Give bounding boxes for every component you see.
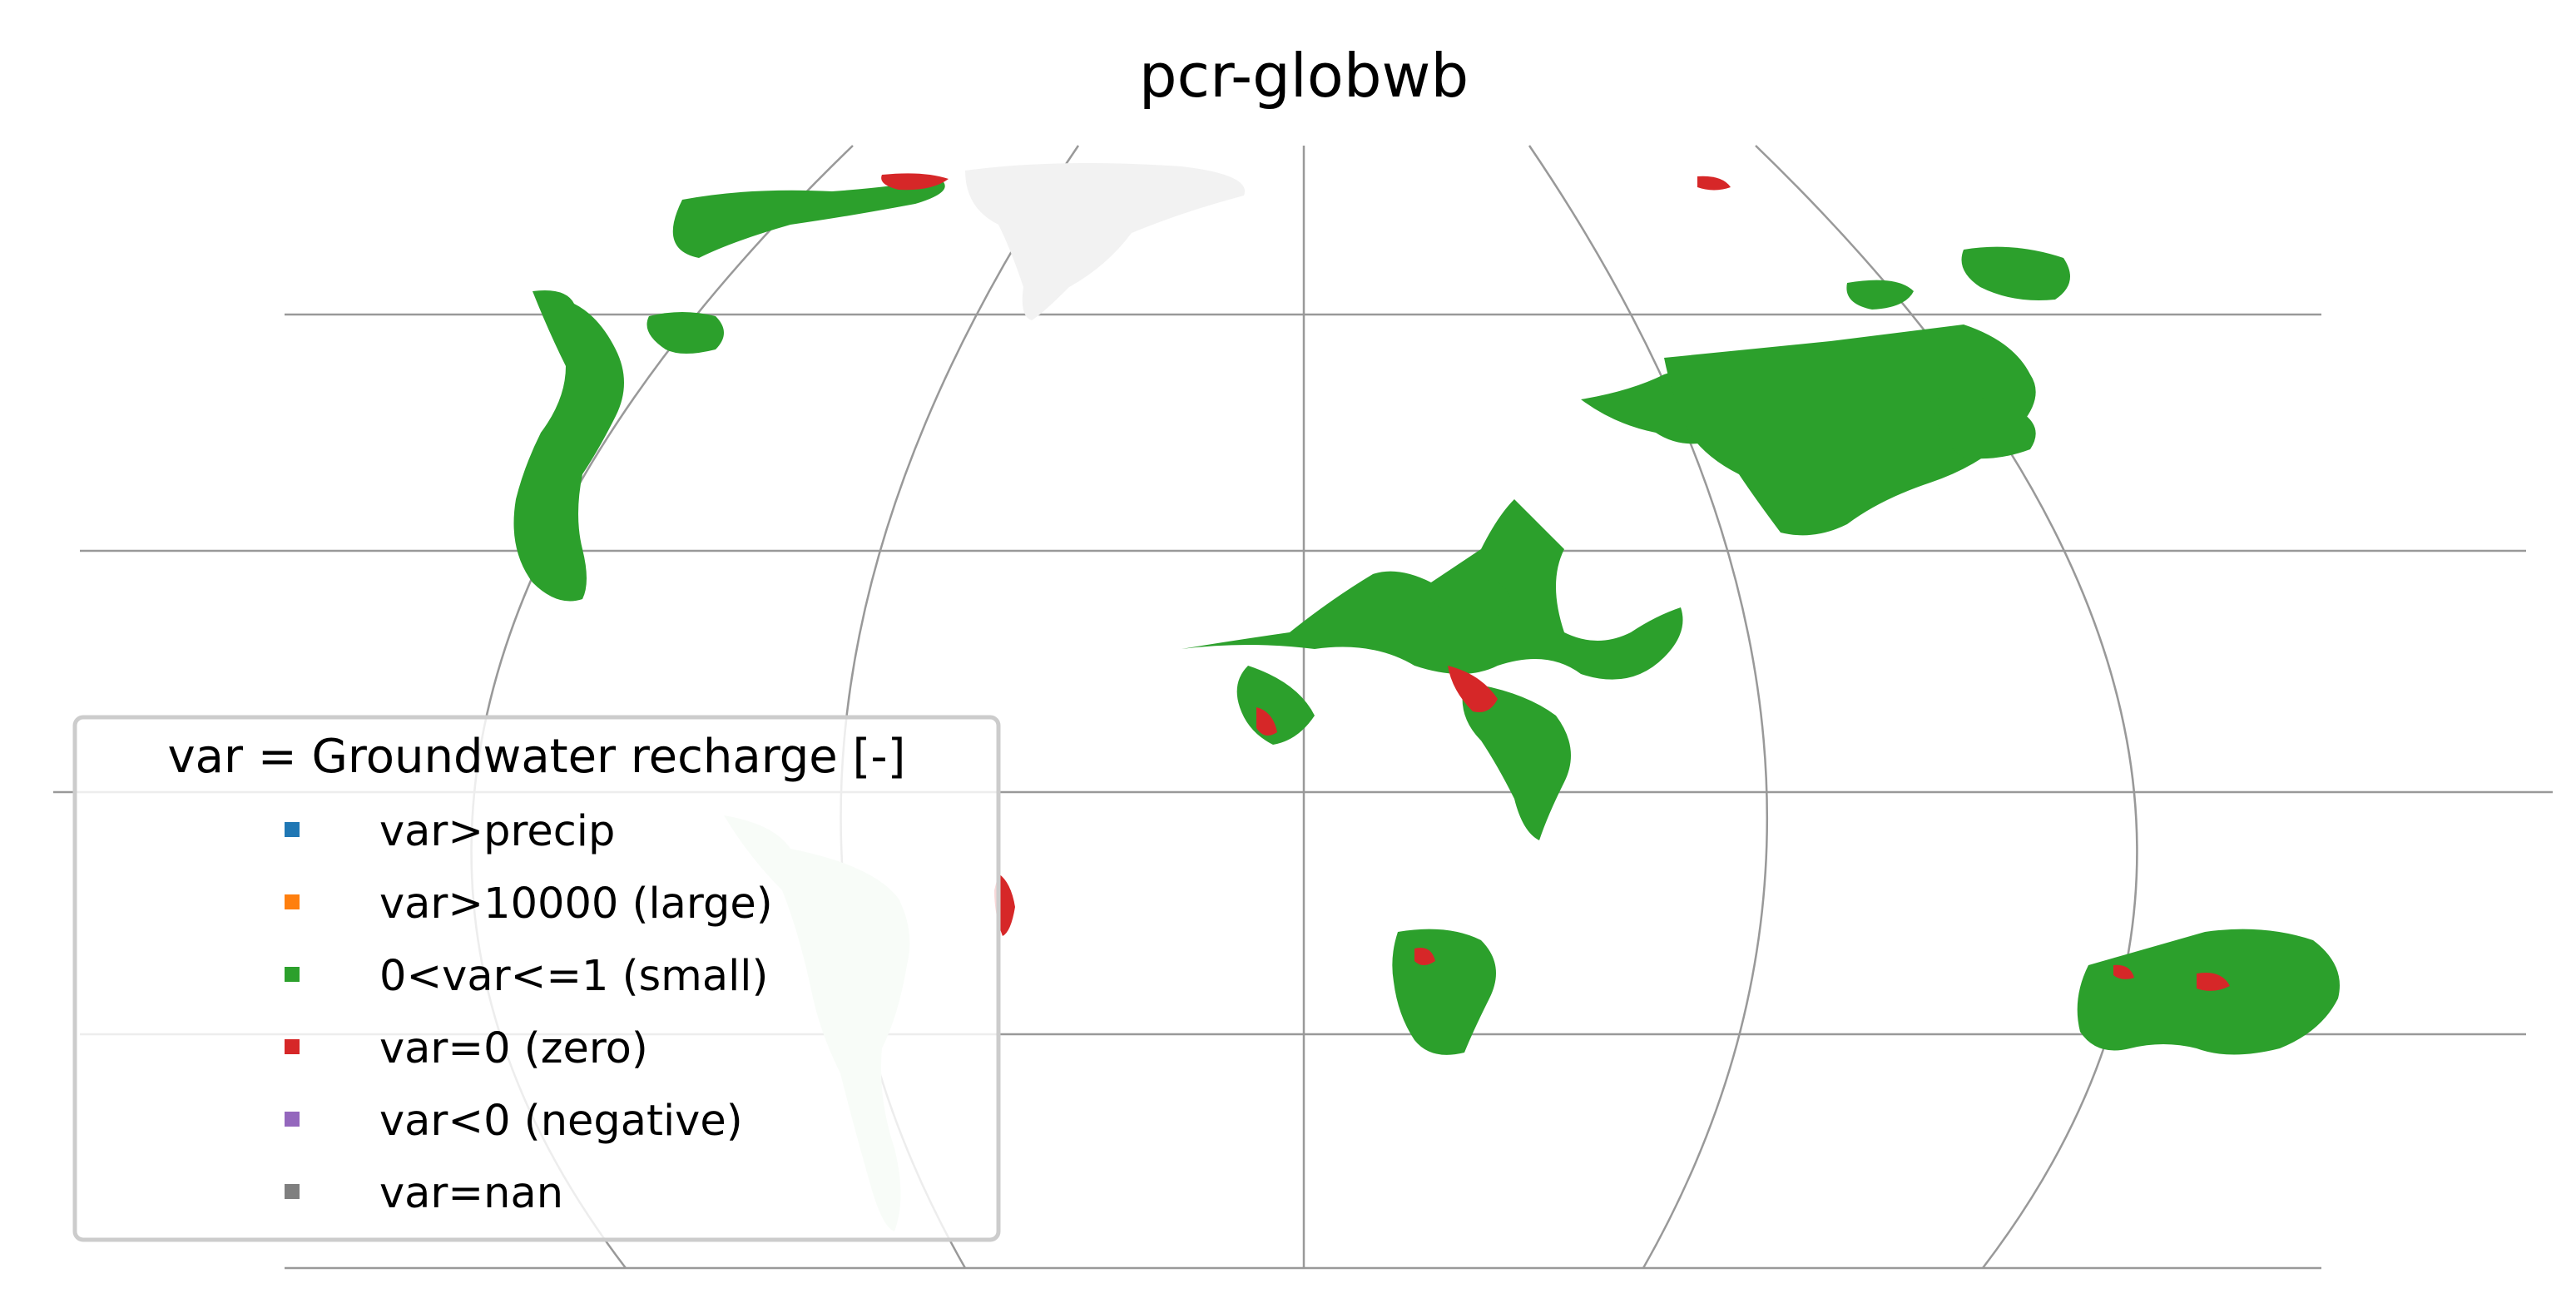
legend-entry-zero: var=0 (zero): [285, 1024, 648, 1073]
legend-label-var-gt-10000: var>10000 (large): [379, 879, 773, 929]
map-title: pcr-globwb: [1139, 41, 1469, 111]
legend-swatch-negative: [285, 1112, 300, 1127]
legend-label-small: 0<var<=1 (small): [379, 952, 768, 1001]
legend-entry-small: 0<var<=1 (small): [285, 952, 768, 1001]
region-east-africa: [1462, 682, 1571, 840]
region-australia: [2077, 929, 2340, 1055]
graticule-meridian-e1: [1528, 145, 1768, 1269]
legend-label-var-gt-precip: var>precip: [379, 807, 615, 856]
legend-swatch-var-gt-10000: [285, 894, 300, 909]
land-greenland: [965, 163, 1246, 320]
region-zero-alaska: [1697, 176, 1731, 191]
legend-entry-negative: var<0 (negative): [285, 1097, 743, 1146]
legend-label-nan: var=nan: [379, 1169, 563, 1218]
region-zero-sahara: [1448, 666, 1498, 712]
region-zero-southern-africa: [1414, 948, 1435, 965]
legend-entry-nan: var=nan: [285, 1169, 563, 1218]
region-central-asia: [1664, 325, 2036, 536]
legend-swatch-zero: [285, 1039, 300, 1054]
region-zero-west-africa: [1256, 707, 1277, 736]
legend-entry-var-gt-10000: var>10000 (large): [285, 879, 773, 929]
region-north-america-west: [513, 290, 624, 602]
region-east-asia: [1930, 396, 2036, 459]
legend-swatch-small: [285, 967, 300, 982]
legend-swatch-nan: [285, 1184, 300, 1199]
legend-swatch-var-gt-precip: [285, 822, 300, 837]
region-north-asia: [1961, 246, 2070, 300]
graticule-meridian-e2: [1755, 145, 2138, 1269]
region-siberia: [1846, 280, 1914, 310]
region-zero-australia-center: [2197, 973, 2230, 991]
region-north-america-east: [646, 312, 724, 354]
legend: var = Groundwater recharge [-] var>preci…: [72, 715, 1001, 1242]
data-layer: [513, 173, 2340, 1055]
region-zero-greenland-coast: [881, 173, 949, 191]
region-southern-africa: [1392, 929, 1496, 1055]
legend-entry-var-gt-precip: var>precip: [285, 807, 615, 856]
region-sahel: [1428, 578, 1510, 617]
legend-title: var = Groundwater recharge [-]: [168, 730, 906, 784]
region-north-america-north: [672, 179, 945, 258]
region-zero-australia-west: [2113, 964, 2134, 979]
legend-label-zero: var=0 (zero): [379, 1024, 648, 1073]
legend-label-negative: var<0 (negative): [379, 1097, 743, 1146]
legend-box: [72, 715, 1001, 1242]
